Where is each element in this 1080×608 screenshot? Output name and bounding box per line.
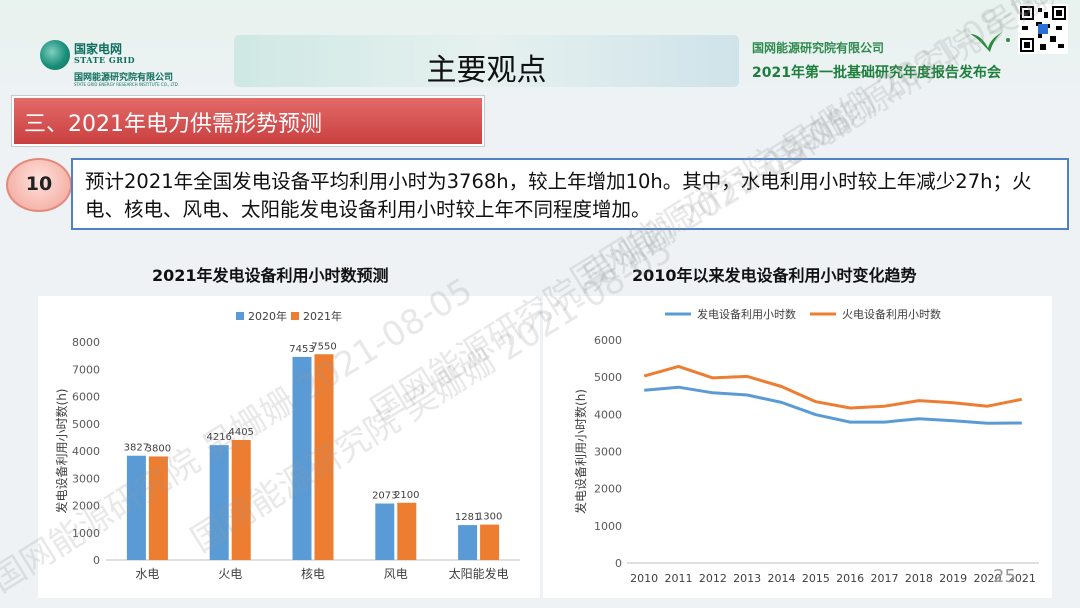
bar-chart-panel: 0 1000 2000 3000 4000 5000 6000 7000 8000 发电设备利用小… <box>38 296 540 598</box>
x-tick-label: 太阳能发电 <box>449 566 509 581</box>
bar <box>314 354 334 560</box>
legend-swatch <box>291 312 299 320</box>
y-tick-label: 4000 <box>72 445 100 458</box>
section-label: 三、2021年电力供需形势预测 <box>24 112 322 137</box>
x-tick-label: 2019 <box>939 572 967 585</box>
logo-sub-text: 国网能源研究院有限公司 <box>74 73 174 83</box>
legend-label: 发电设备利用小时数 <box>697 307 796 321</box>
y-tick-label: 7000 <box>72 363 100 376</box>
series-line <box>644 385 1022 425</box>
line-chart: 0 1000 2000 3000 4000 5000 6000 发电设备利用小时数(h) 201… <box>573 307 1039 585</box>
bar <box>126 455 146 560</box>
org-name: 国网能源研究院有限公司 <box>752 41 885 55</box>
section-header: 三、2021年电力供需形势预测 <box>12 96 484 146</box>
bar-chart: 0 1000 2000 3000 4000 5000 6000 7000 8000 发电设备利用小… <box>54 309 520 581</box>
x-tick-label: 2021 <box>1008 572 1036 585</box>
logo-subsub-text: STATE GRID ENERGY RESEARCH INSTITUTE CO.… <box>74 82 179 87</box>
x-tick-label: 2010 <box>630 572 658 585</box>
y-tick-label: 1000 <box>594 520 622 533</box>
point-box: 预计2021年全国发电设备平均利用小时为3768h，较上年增加10h。其中，水电… <box>71 158 1069 230</box>
data-label: 2073 <box>372 491 397 502</box>
x-tick-label: 2012 <box>699 572 727 585</box>
bar <box>458 525 478 560</box>
bar <box>480 524 500 560</box>
point-text: 预计2021年全国发电设备平均利用小时为3768h，较上年增加10h。其中，水电… <box>85 170 1032 221</box>
line-chart-panel: 0 1000 2000 3000 4000 5000 6000 发电设备利用小时数(h) 201… <box>543 296 1052 598</box>
data-label: 7453 <box>289 344 314 355</box>
data-label: 3827 <box>124 443 149 454</box>
data-label: 4216 <box>206 432 231 443</box>
series-line <box>643 364 1023 410</box>
y-tick-label: 2000 <box>594 483 622 496</box>
y-tick-label: 0 <box>615 557 622 570</box>
data-label: 1300 <box>477 512 502 523</box>
y-tick-label: 8000 <box>72 336 100 349</box>
title-bar: 主要观点 <box>234 35 739 88</box>
bar <box>231 439 251 560</box>
legend-label: 2021年 <box>303 309 342 323</box>
x-tick-label: 2015 <box>802 572 830 585</box>
y-tick-label: 5000 <box>72 418 100 431</box>
x-tick-label: 2016 <box>836 572 864 585</box>
x-tick-label: 2020 <box>974 572 1002 585</box>
y-axis-label: 发电设备利用小时数(h) <box>573 389 588 514</box>
bar-chart-title: 2021年发电设备利用小时数预测 <box>152 266 389 285</box>
x-tick-label: 2013 <box>733 572 761 585</box>
point-number-badge: 10 <box>6 158 72 212</box>
state-grid-emblem-icon <box>40 40 70 70</box>
data-label: 3800 <box>146 443 171 454</box>
y-tick-label: 2000 <box>72 500 100 513</box>
legend-label: 2020年 <box>248 309 287 323</box>
data-label: 1281 <box>455 512 480 523</box>
legend-swatch <box>236 312 244 320</box>
y-tick-label: 1000 <box>72 527 100 540</box>
data-label: 2100 <box>394 490 419 501</box>
bar <box>375 503 395 560</box>
qr-code-icon <box>1018 4 1068 54</box>
state-grid-logo: 国家电网 STATE GRID 国网能源研究院有限公司 STATE GRID E… <box>40 38 190 88</box>
x-tick-label: 水电 <box>135 567 159 581</box>
legend-label: 火电设备利用小时数 <box>842 307 941 321</box>
page-title: 主要观点 <box>426 53 547 88</box>
bar <box>209 445 229 560</box>
logo-en-text: STATE GRID <box>74 55 136 65</box>
event-name: 2021年第一批基础研究年度报告发布会 <box>752 65 1001 81</box>
y-axis-label: 发电设备利用小时数(h) <box>54 389 69 514</box>
bar <box>292 356 312 560</box>
y-tick-label: 5000 <box>594 371 622 384</box>
y-tick-label: 3000 <box>72 472 100 485</box>
x-tick-label: 2011 <box>665 572 693 585</box>
logo-cn-text: 国家电网 <box>74 42 123 56</box>
data-label: 4405 <box>228 427 253 438</box>
bar <box>148 456 168 560</box>
line-chart-title: 2010年以来发电设备利用小时变化趋势 <box>632 266 917 285</box>
y-tick-label: 6000 <box>72 391 100 404</box>
x-tick-label: 2014 <box>768 572 796 585</box>
y-tick-label: 3000 <box>594 446 622 459</box>
bar <box>397 502 417 560</box>
x-tick-label: 2017 <box>871 572 899 585</box>
y-tick-label: 0 <box>93 554 100 567</box>
y-tick-label: 4000 <box>594 408 622 421</box>
bird-logo-icon <box>970 32 1010 52</box>
point-number: 10 <box>25 173 53 195</box>
page-number: 25 <box>993 566 1016 587</box>
y-tick-label: 6000 <box>594 334 622 347</box>
x-tick-label: 2018 <box>905 572 933 585</box>
x-tick-label: 核电 <box>301 567 325 581</box>
x-tick-label: 风电 <box>384 567 408 581</box>
x-tick-label: 火电 <box>218 567 242 581</box>
data-label: 7550 <box>311 341 336 352</box>
